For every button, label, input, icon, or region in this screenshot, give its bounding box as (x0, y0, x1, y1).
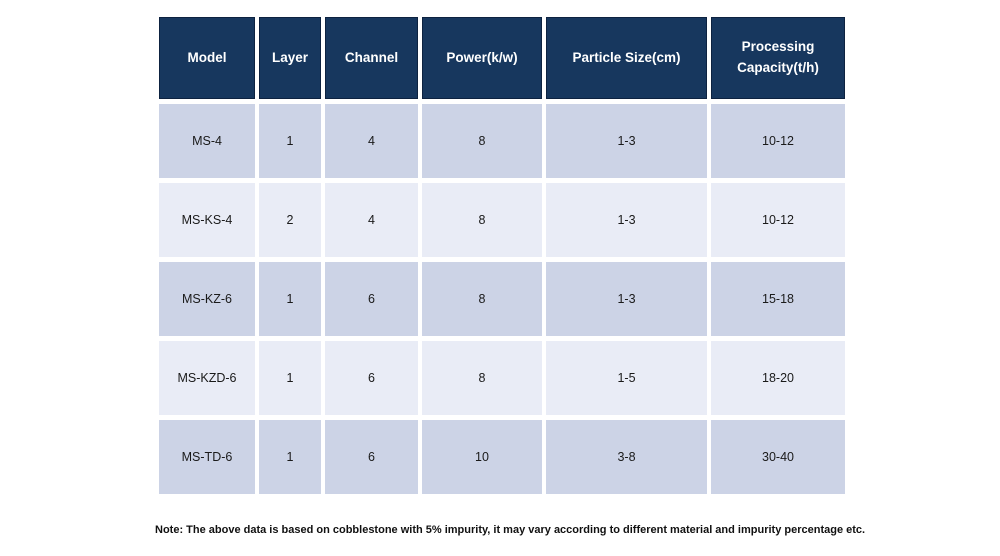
table-cell-channel: 4 (325, 104, 418, 178)
table-cell-particle: 3-8 (546, 420, 707, 494)
table-cell-layer: 1 (259, 104, 321, 178)
table-cell-power: 8 (422, 183, 542, 257)
column-header-model: Model (159, 17, 255, 99)
column-header-channel: Channel (325, 17, 418, 99)
table-row: MS-KS-4 2 4 8 1-3 10-12 (159, 183, 845, 257)
table-cell-power: 8 (422, 341, 542, 415)
table-row: MS-KZD-6 1 6 8 1-5 18-20 (159, 341, 845, 415)
table-cell-capacity: 15-18 (711, 262, 845, 336)
table-cell-capacity: 10-12 (711, 104, 845, 178)
table-cell-model: MS-TD-6 (159, 420, 255, 494)
table-cell-particle: 1-3 (546, 104, 707, 178)
table-cell-channel: 6 (325, 341, 418, 415)
table-row: MS-TD-6 1 6 10 3-8 30-40 (159, 420, 845, 494)
column-header-layer: Layer (259, 17, 321, 99)
table-cell-power: 10 (422, 420, 542, 494)
table-cell-layer: 2 (259, 183, 321, 257)
table-cell-channel: 6 (325, 420, 418, 494)
table-cell-model: MS-4 (159, 104, 255, 178)
table-cell-capacity: 10-12 (711, 183, 845, 257)
table-cell-power: 8 (422, 262, 542, 336)
table-cell-model: MS-KZD-6 (159, 341, 255, 415)
table-row: MS-KZ-6 1 6 8 1-3 15-18 (159, 262, 845, 336)
table-cell-layer: 1 (259, 341, 321, 415)
table-cell-particle: 1-3 (546, 183, 707, 257)
table-cell-channel: 6 (325, 262, 418, 336)
table-cell-layer: 1 (259, 262, 321, 336)
table-cell-channel: 4 (325, 183, 418, 257)
table-cell-capacity: 30-40 (711, 420, 845, 494)
table-row: MS-4 1 4 8 1-3 10-12 (159, 104, 845, 178)
table-cell-power: 8 (422, 104, 542, 178)
table-cell-layer: 1 (259, 420, 321, 494)
table-cell-particle: 1-5 (546, 341, 707, 415)
column-header-processing-capacity: Processing Capacity(t/h) (711, 17, 845, 99)
column-header-particle-size: Particle Size(cm) (546, 17, 707, 99)
table-cell-model: MS-KZ-6 (159, 262, 255, 336)
header-row: Model Layer Channel Power(k/w) Particle … (159, 17, 845, 99)
column-header-power: Power(k/w) (422, 17, 542, 99)
spec-table: Model Layer Channel Power(k/w) Particle … (155, 12, 849, 499)
table-cell-capacity: 18-20 (711, 341, 845, 415)
table-cell-model: MS-KS-4 (159, 183, 255, 257)
note-text: Note: The above data is based on cobbles… (155, 524, 866, 536)
table-cell-particle: 1-3 (546, 262, 707, 336)
